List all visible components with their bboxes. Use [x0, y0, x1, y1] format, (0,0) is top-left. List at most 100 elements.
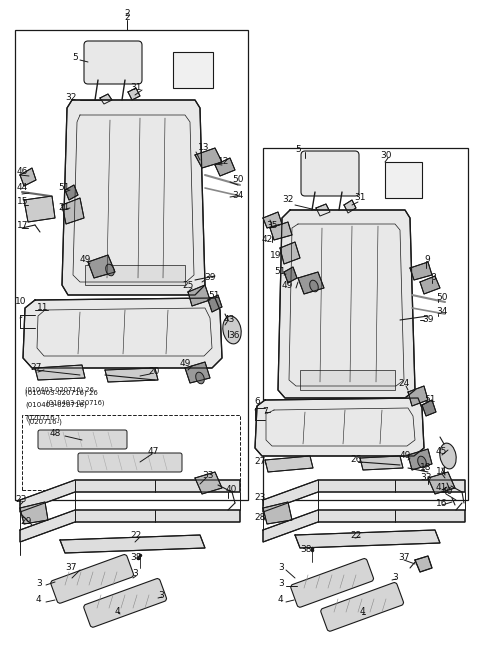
Polygon shape [208, 295, 222, 312]
Ellipse shape [106, 264, 114, 276]
Ellipse shape [223, 316, 241, 344]
Bar [173, 52, 213, 88]
Text: (020716-): (020716-) [25, 415, 60, 421]
Bar [15, 30, 248, 500]
FancyBboxPatch shape [51, 554, 133, 604]
Polygon shape [295, 530, 440, 548]
Text: 5: 5 [295, 146, 301, 155]
Text: 14: 14 [436, 468, 447, 476]
Text: 37: 37 [398, 554, 409, 562]
Text: 13: 13 [198, 144, 209, 152]
Polygon shape [60, 535, 205, 553]
Text: 43: 43 [224, 316, 235, 325]
Text: 27: 27 [30, 363, 41, 373]
Text: 2: 2 [124, 9, 130, 18]
Text: 39: 39 [204, 272, 216, 281]
Text: 3: 3 [36, 579, 42, 588]
Text: 22: 22 [350, 531, 361, 539]
FancyBboxPatch shape [38, 430, 127, 449]
Text: 3: 3 [158, 590, 164, 600]
Text: 21: 21 [58, 203, 70, 211]
Polygon shape [408, 386, 428, 406]
Text: 8: 8 [430, 274, 436, 283]
Text: 20: 20 [148, 367, 159, 377]
Polygon shape [360, 456, 403, 470]
Polygon shape [188, 285, 210, 306]
Polygon shape [298, 272, 324, 294]
Ellipse shape [418, 456, 426, 468]
Text: 32: 32 [65, 94, 76, 102]
Text: 28: 28 [254, 514, 265, 522]
Polygon shape [284, 267, 297, 283]
Polygon shape [62, 198, 84, 224]
Ellipse shape [310, 280, 318, 292]
FancyBboxPatch shape [78, 453, 182, 472]
Text: 39: 39 [422, 316, 433, 325]
Text: (010403-020716) 26: (010403-020716) 26 [25, 387, 94, 393]
Text: 47: 47 [148, 447, 159, 457]
Bar [385, 162, 422, 198]
Text: 31: 31 [354, 194, 365, 203]
Text: 45: 45 [436, 447, 447, 457]
Text: 10: 10 [15, 298, 26, 306]
FancyBboxPatch shape [84, 41, 142, 84]
Polygon shape [20, 510, 240, 542]
Polygon shape [410, 262, 432, 280]
FancyBboxPatch shape [321, 583, 404, 631]
Text: 27: 27 [254, 457, 265, 466]
Polygon shape [415, 556, 432, 572]
Text: 4: 4 [36, 596, 42, 604]
Polygon shape [35, 365, 85, 380]
Text: 34: 34 [232, 190, 243, 199]
Text: (010403-020716) 26: (010403-020716) 26 [25, 390, 98, 396]
Text: 44: 44 [17, 184, 28, 192]
Polygon shape [195, 472, 222, 494]
Polygon shape [20, 168, 36, 186]
FancyBboxPatch shape [291, 558, 373, 607]
Text: 48: 48 [50, 430, 61, 438]
Text: (010403-020716): (010403-020716) [25, 400, 105, 406]
Text: 11: 11 [37, 304, 48, 312]
Text: 3: 3 [392, 573, 398, 581]
Text: 49: 49 [180, 358, 192, 367]
Text: 9: 9 [424, 255, 430, 264]
FancyBboxPatch shape [84, 579, 167, 627]
Text: (010403-020716): (010403-020716) [25, 401, 87, 408]
Text: 32: 32 [282, 195, 293, 205]
Polygon shape [100, 94, 112, 104]
Polygon shape [428, 472, 455, 494]
Text: 17: 17 [17, 220, 28, 230]
FancyBboxPatch shape [301, 151, 359, 196]
Text: 16: 16 [436, 499, 447, 508]
Polygon shape [23, 298, 222, 368]
Text: 37: 37 [65, 564, 76, 573]
Polygon shape [408, 449, 432, 470]
Text: 38: 38 [300, 546, 312, 554]
Polygon shape [344, 200, 356, 213]
Text: 49: 49 [80, 255, 91, 264]
Text: 38: 38 [130, 554, 142, 562]
Text: (020716-): (020716-) [27, 419, 62, 425]
Polygon shape [263, 480, 465, 512]
Polygon shape [20, 480, 240, 512]
Text: 50: 50 [436, 293, 447, 302]
Text: 5: 5 [72, 54, 78, 62]
Text: 51: 51 [424, 396, 435, 405]
Ellipse shape [196, 372, 204, 384]
Polygon shape [195, 148, 222, 168]
Ellipse shape [440, 443, 456, 469]
Text: 26: 26 [350, 455, 361, 464]
Text: 2: 2 [124, 14, 130, 22]
Text: 33: 33 [202, 472, 214, 480]
Polygon shape [20, 502, 48, 524]
Text: 7: 7 [262, 407, 268, 417]
Text: 42: 42 [262, 236, 273, 245]
Polygon shape [128, 88, 140, 100]
Text: 4: 4 [278, 596, 284, 604]
Polygon shape [24, 196, 55, 222]
Polygon shape [88, 255, 115, 278]
Text: 34: 34 [436, 308, 447, 316]
Polygon shape [270, 222, 292, 240]
Text: 3: 3 [278, 564, 284, 573]
Polygon shape [280, 242, 300, 264]
